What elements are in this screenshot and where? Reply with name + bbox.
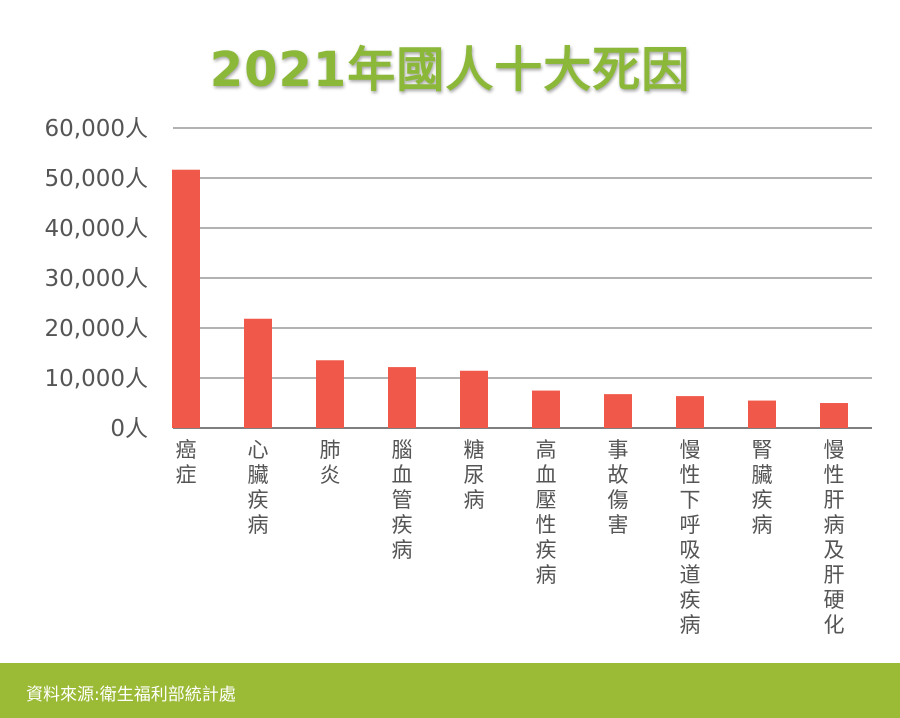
bar-chart: 0人 10,000人 20,000人 30,000人 40,000人 50,000人 60,… — [45, 116, 872, 637]
y-tick-label: 20,000人 — [45, 316, 148, 342]
x-tick-label: 心臟疾病 — [248, 438, 269, 537]
y-tick-label: 40,000人 — [45, 216, 148, 242]
y-tick-label: 0人 — [110, 416, 148, 442]
bar — [748, 400, 776, 428]
x-tick-label: 慢性下呼吸道疾病 — [680, 438, 701, 637]
chart-title: 2021年國人十大死因 — [209, 42, 691, 98]
bar — [676, 396, 704, 428]
y-tick-label: 50,000人 — [45, 166, 148, 192]
x-tick-label: 癌症 — [176, 438, 197, 487]
y-tick-label: 60,000人 — [45, 116, 148, 142]
bar — [604, 394, 632, 428]
x-tick-label: 慢性肝病及肝硬化 — [824, 438, 845, 637]
bar — [460, 370, 488, 428]
y-tick-label: 30,000人 — [45, 266, 148, 292]
source-text: 資料來源:衛生福利部統計處 — [26, 685, 236, 705]
bar — [244, 318, 272, 428]
x-tick-label: 肺炎 — [320, 438, 341, 487]
x-tick-label: 事故傷害 — [608, 438, 629, 537]
x-tick-label: 腎臟疾病 — [752, 438, 773, 537]
bar — [388, 367, 416, 428]
bar — [820, 403, 848, 428]
bar — [172, 169, 200, 428]
x-tick-label: 腦血管疾病 — [392, 438, 413, 562]
bar — [316, 360, 344, 428]
y-tick-label: 10,000人 — [45, 366, 148, 392]
x-tick-label: 高血壓性疾病 — [536, 438, 557, 587]
source-footer: 資料來源:衛生福利部統計處 — [0, 663, 900, 718]
x-tick-label: 糖尿病 — [464, 438, 485, 512]
bar — [532, 390, 560, 428]
